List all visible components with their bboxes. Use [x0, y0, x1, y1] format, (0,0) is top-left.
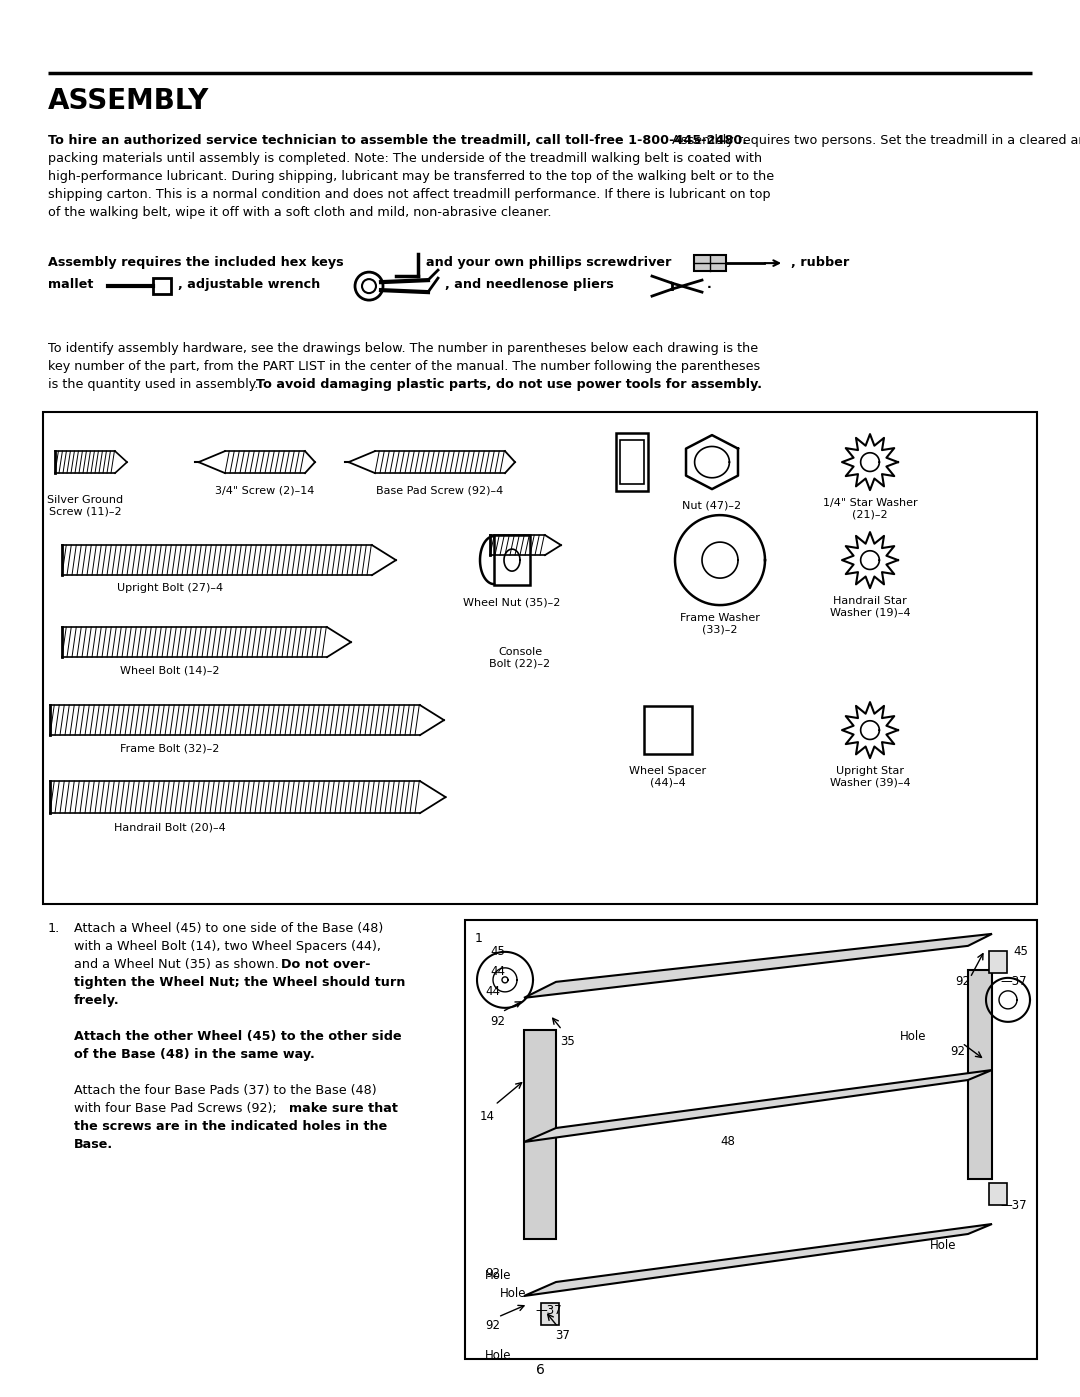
- Bar: [620, 440, 644, 485]
- Text: To identify assembly hardware, see the drawings below. The number in parentheses: To identify assembly hardware, see the d…: [48, 342, 758, 355]
- Text: 44: 44: [490, 965, 505, 978]
- Text: make sure that: make sure that: [289, 1102, 397, 1115]
- Text: .: .: [707, 278, 712, 291]
- Text: 35: 35: [561, 1035, 575, 1048]
- Text: shipping carton. This is a normal condition and does not affect treadmill perfor: shipping carton. This is a normal condit…: [48, 189, 771, 201]
- Text: Hole: Hole: [900, 1030, 927, 1042]
- Text: Upright Bolt (27)–4: Upright Bolt (27)–4: [117, 583, 224, 594]
- Polygon shape: [524, 1224, 993, 1296]
- Text: 92: 92: [485, 1319, 500, 1331]
- Text: Nut (47)–2: Nut (47)–2: [683, 500, 742, 510]
- Bar: [644, 705, 692, 754]
- Text: ASSEMBLY: ASSEMBLY: [48, 87, 210, 115]
- Text: Hole: Hole: [930, 1239, 957, 1252]
- Bar: [616, 433, 648, 492]
- Text: Upright Star
Washer (39)–4: Upright Star Washer (39)–4: [829, 766, 910, 788]
- Polygon shape: [524, 1030, 556, 1239]
- Text: 92: 92: [485, 1267, 500, 1280]
- Text: of the walking belt, wipe it off with a soft cloth and mild, non-abrasive cleane: of the walking belt, wipe it off with a …: [48, 207, 552, 219]
- Text: —37: —37: [1000, 975, 1027, 988]
- Text: Hole: Hole: [485, 1268, 512, 1282]
- Text: To hire an authorized service technician to assemble the treadmill, call toll-fr: To hire an authorized service technician…: [48, 134, 747, 147]
- Text: , adjustable wrench: , adjustable wrench: [178, 278, 321, 291]
- Bar: [153, 278, 171, 295]
- Text: 44: 44: [485, 985, 500, 997]
- Text: To avoid damaging plastic parts, do not use power tools for assembly.: To avoid damaging plastic parts, do not …: [256, 379, 762, 391]
- Text: , rubber: , rubber: [791, 256, 849, 270]
- Text: Handrail Star
Washer (19)–4: Handrail Star Washer (19)–4: [829, 597, 910, 617]
- Text: Wheel Nut (35)–2: Wheel Nut (35)–2: [463, 597, 561, 608]
- Text: tighten the Wheel Nut; the Wheel should turn: tighten the Wheel Nut; the Wheel should …: [75, 977, 405, 989]
- Text: 92: 92: [490, 1014, 505, 1028]
- Bar: [541, 1303, 559, 1324]
- Text: 37: 37: [555, 1329, 570, 1343]
- Text: 1: 1: [475, 932, 483, 944]
- Text: 45: 45: [1013, 944, 1028, 958]
- Text: and a Wheel Nut (35) as shown.: and a Wheel Nut (35) as shown.: [75, 958, 283, 971]
- Text: the screws are in the indicated holes in the: the screws are in the indicated holes in…: [75, 1120, 388, 1133]
- Text: Handrail Bolt (20)–4: Handrail Bolt (20)–4: [114, 821, 226, 833]
- Polygon shape: [524, 1070, 993, 1141]
- Circle shape: [362, 279, 376, 293]
- Text: high-performance lubricant. During shipping, lubricant may be transferred to the: high-performance lubricant. During shipp…: [48, 170, 774, 183]
- Text: is the quantity used in assembly.: is the quantity used in assembly.: [48, 379, 262, 391]
- Text: Silver Ground
Screw (11)–2: Silver Ground Screw (11)–2: [46, 495, 123, 517]
- Bar: [694, 256, 726, 271]
- Text: , and needlenose pliers: , and needlenose pliers: [445, 278, 613, 291]
- Text: Wheel Bolt (14)–2: Wheel Bolt (14)–2: [120, 665, 219, 675]
- Text: 45: 45: [490, 944, 504, 958]
- Text: 48: 48: [720, 1134, 734, 1148]
- Text: —37: —37: [535, 1303, 562, 1317]
- Bar: [494, 535, 530, 585]
- Text: Do not over-: Do not over-: [281, 958, 370, 971]
- Bar: [465, 919, 1037, 1359]
- Text: 92: 92: [955, 975, 970, 988]
- Text: mallet: mallet: [48, 278, 93, 291]
- Text: 1.: 1.: [48, 922, 60, 935]
- Text: Attach a Wheel (45) to one side of the Base (48): Attach a Wheel (45) to one side of the B…: [75, 922, 383, 935]
- Text: 3/4" Screw (2)–14: 3/4" Screw (2)–14: [215, 485, 314, 495]
- Polygon shape: [524, 933, 993, 997]
- Text: Hole: Hole: [485, 1350, 512, 1362]
- Bar: [989, 1183, 1007, 1204]
- Text: packing materials until assembly is completed. Note: The underside of the treadm: packing materials until assembly is comp…: [48, 152, 762, 165]
- Text: with a Wheel Bolt (14), two Wheel Spacers (44),: with a Wheel Bolt (14), two Wheel Spacer…: [75, 940, 381, 953]
- Polygon shape: [968, 970, 993, 1179]
- Text: 1/4" Star Washer
(21)–2: 1/4" Star Washer (21)–2: [823, 499, 917, 520]
- Text: freely.: freely.: [75, 993, 120, 1007]
- Text: Hole: Hole: [500, 1287, 527, 1301]
- Text: Attach the four Base Pads (37) to the Base (48): Attach the four Base Pads (37) to the Ba…: [75, 1084, 377, 1097]
- Text: Assembly requires two persons. Set the treadmill in a cleared area and remove th: Assembly requires two persons. Set the t…: [669, 134, 1080, 147]
- Text: Frame Washer
(33)–2: Frame Washer (33)–2: [680, 613, 760, 634]
- Bar: [43, 412, 1037, 904]
- Text: key number of the part, from the PART LIST in the center of the manual. The numb: key number of the part, from the PART LI…: [48, 360, 760, 373]
- Text: and your own phillips screwdriver: and your own phillips screwdriver: [426, 256, 672, 270]
- Text: Wheel Spacer
(44)–4: Wheel Spacer (44)–4: [630, 766, 706, 788]
- Text: Base.: Base.: [75, 1139, 113, 1151]
- Text: Attach the other Wheel (45) to the other side: Attach the other Wheel (45) to the other…: [75, 1030, 402, 1042]
- Text: of the Base (48) in the same way.: of the Base (48) in the same way.: [75, 1048, 314, 1060]
- Text: with four Base Pad Screws (92);: with four Base Pad Screws (92);: [75, 1102, 281, 1115]
- Text: —37: —37: [1000, 1199, 1027, 1213]
- Text: 6: 6: [536, 1363, 544, 1377]
- Bar: [989, 951, 1007, 972]
- Text: 92: 92: [950, 1045, 966, 1058]
- Text: Base Pad Screw (92)–4: Base Pad Screw (92)–4: [376, 485, 503, 495]
- Text: 14: 14: [480, 1109, 495, 1123]
- Text: Frame Bolt (32)–2: Frame Bolt (32)–2: [120, 743, 219, 753]
- Text: Assembly requires the included hex keys: Assembly requires the included hex keys: [48, 256, 343, 270]
- Text: Console
Bolt (22)–2: Console Bolt (22)–2: [489, 647, 551, 669]
